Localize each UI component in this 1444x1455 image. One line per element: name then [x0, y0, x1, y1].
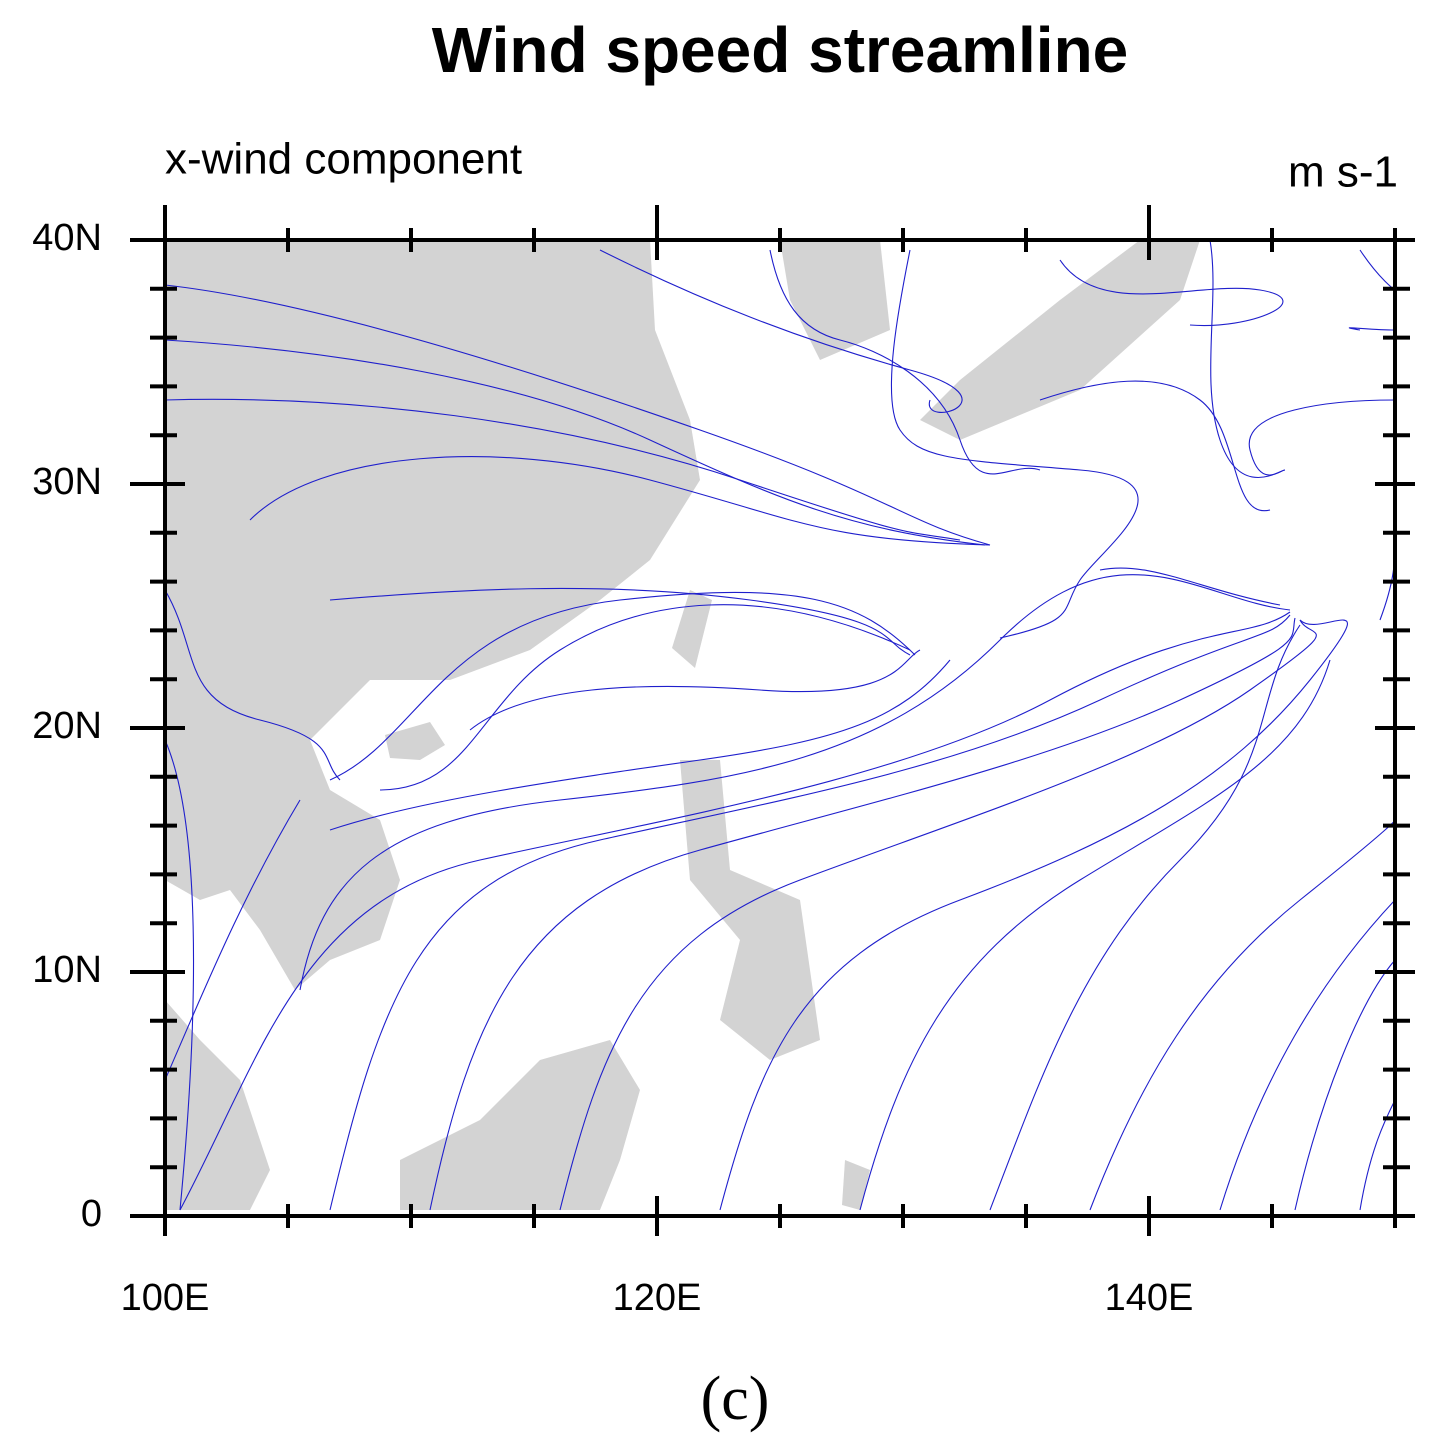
land-korea [780, 240, 890, 360]
land-philippines [680, 760, 820, 1060]
land-sulawesi [842, 1160, 870, 1210]
land-japan [920, 240, 1200, 440]
map-title: Wind speed streamline [432, 14, 1129, 86]
y-tick-label: 10N [32, 949, 102, 991]
land-mainland [165, 240, 700, 990]
land-malaya [165, 1000, 270, 1210]
subtitle-right: m s-1 [1288, 148, 1398, 197]
land [165, 240, 1200, 1210]
y-tick-label: 0 [81, 1193, 102, 1235]
caption: (c) [701, 1365, 770, 1433]
x-tick-label: 120E [613, 1277, 702, 1319]
y-tick-label: 40N [32, 217, 102, 259]
land-borneo [400, 1040, 640, 1210]
y-tick-label: 20N [32, 705, 102, 747]
axes: 100E 120E 140E 0 10N 20N 30N 40N [32, 205, 1415, 1319]
x-tick-label: 140E [1105, 1277, 1194, 1319]
streamlines [165, 240, 1395, 1211]
subtitle-left: x-wind component [165, 135, 522, 184]
land-hainan [385, 722, 445, 760]
x-tick-label: 100E [121, 1277, 210, 1319]
y-tick-label: 30N [32, 461, 102, 503]
land-taiwan [672, 590, 712, 668]
